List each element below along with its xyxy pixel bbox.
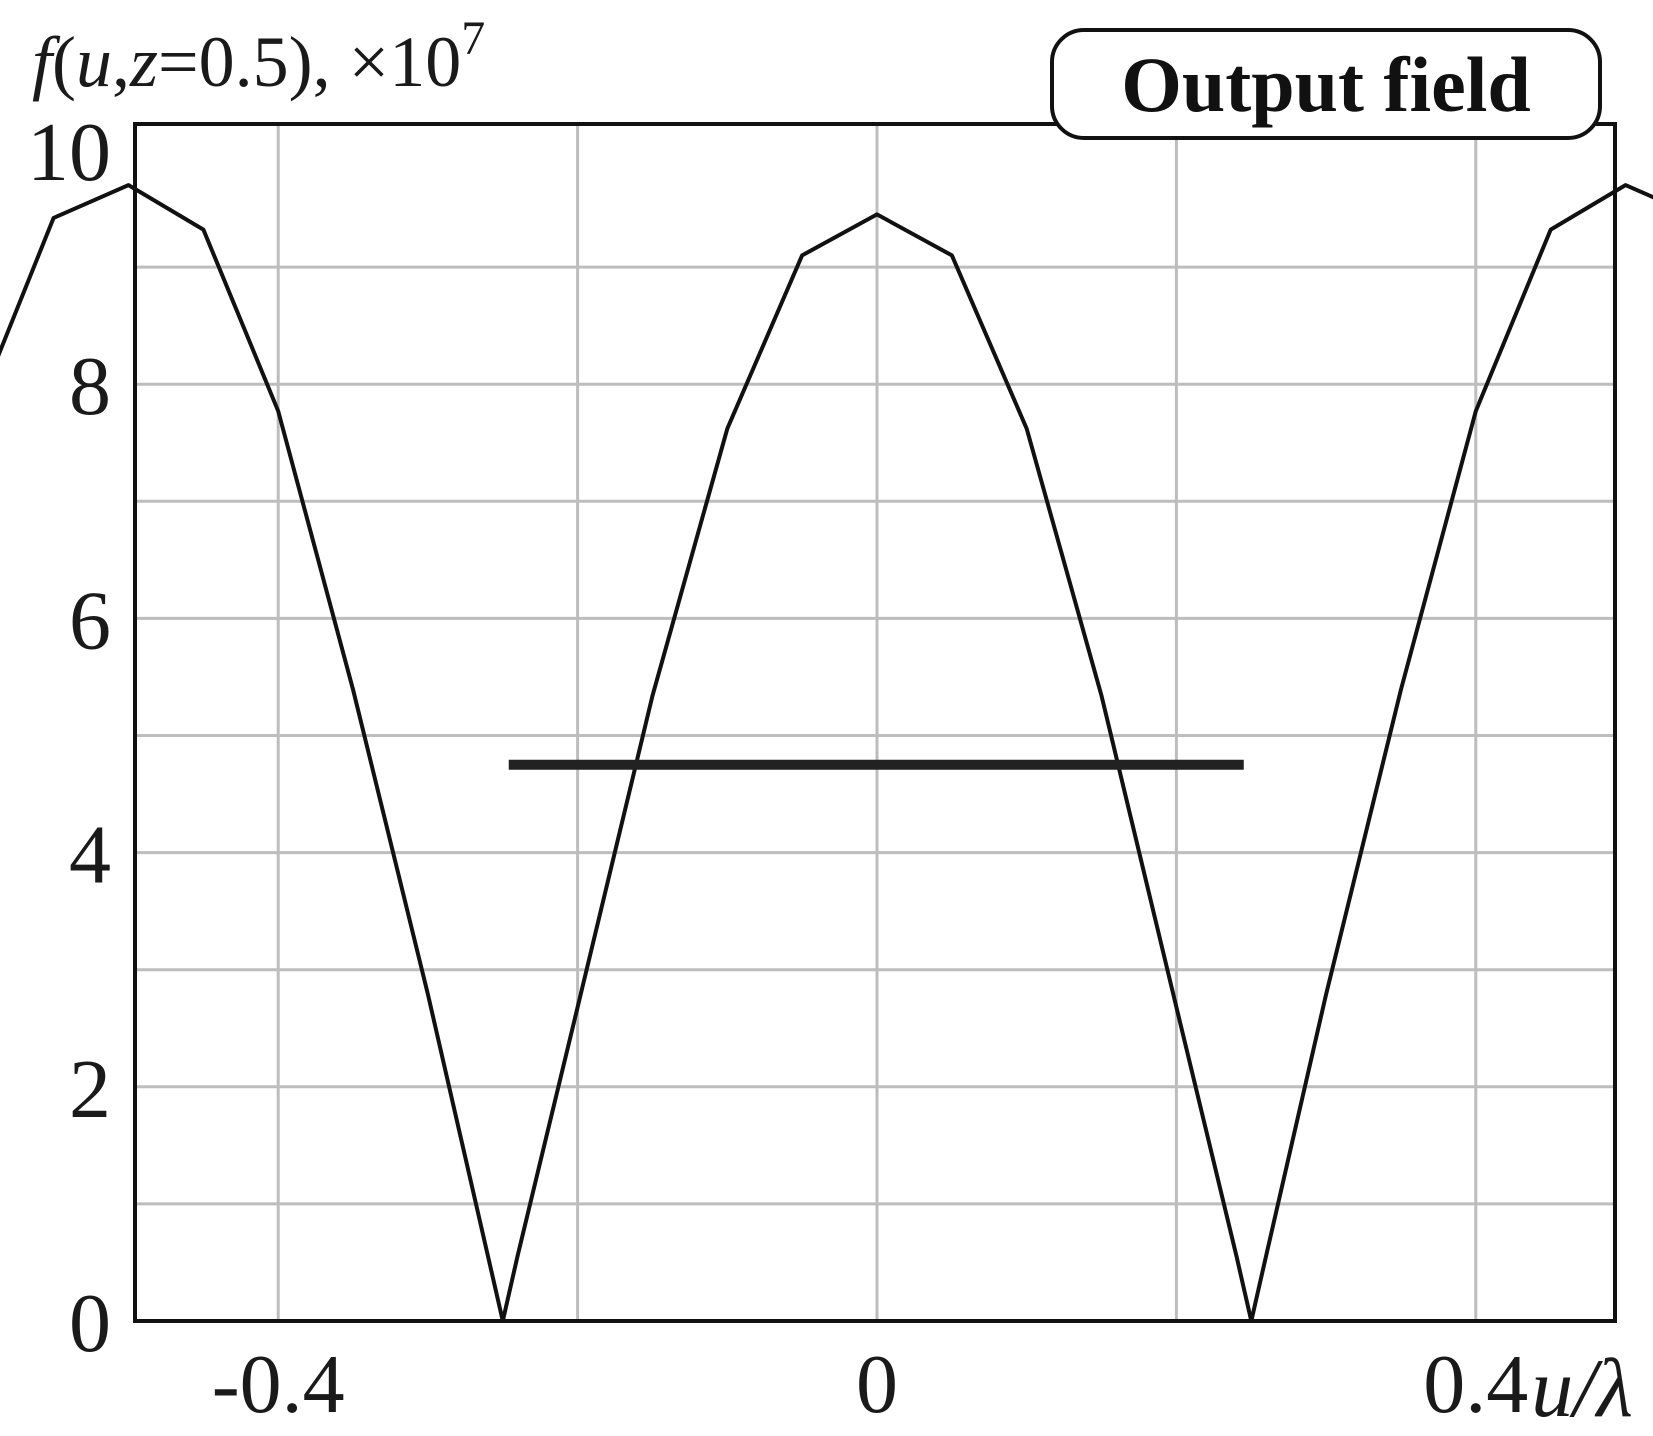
x-tick-label: -0.4 xyxy=(212,1338,345,1431)
y-tick-label: 2 xyxy=(69,1043,111,1136)
plot-frame xyxy=(133,122,1617,1323)
y-tick-label: 8 xyxy=(69,340,111,433)
grid xyxy=(135,124,1615,1321)
y-tick-label: 4 xyxy=(69,809,111,902)
y-tick-label: 0 xyxy=(69,1277,111,1370)
x-tick-labels: -0.8-0.400.4 xyxy=(212,1338,1529,1431)
x-axis-title: u/λ xyxy=(1531,1342,1633,1435)
y-tick-labels: 0 2 4 6 8 10 xyxy=(27,106,111,1370)
field-curve xyxy=(0,183,1653,1323)
y-axis-title: f(u,z=0.5), ×107 xyxy=(32,12,485,102)
x-tick-label: 0.4 xyxy=(1423,1338,1528,1431)
title-badge xyxy=(1050,28,1602,140)
chart-title: Output field xyxy=(1121,41,1531,128)
x-tick-label: 0 xyxy=(856,1338,898,1431)
y-tick-label: 6 xyxy=(69,574,111,667)
y-tick-label: 10 xyxy=(27,106,111,199)
